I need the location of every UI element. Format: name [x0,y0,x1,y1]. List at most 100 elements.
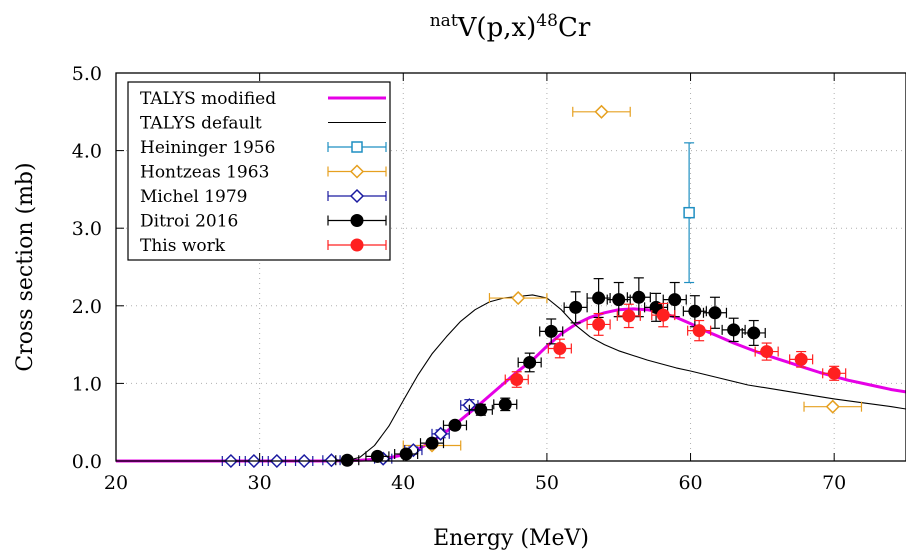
marker-circle [794,352,808,366]
marker-square [351,141,363,153]
legend-label: Hontzeas 1963 [140,163,269,183]
axis-ticks: 20 30 40 50 60 70 0.0 1.0 2.0 3.0 4.0 5.0 [72,63,846,494]
title-sup-nat: nat [430,11,458,31]
data-point [606,281,631,318]
marker-circle [544,324,558,338]
x-tick-label: 40 [391,472,415,494]
marker-diamond [825,399,840,414]
data-point [442,418,468,432]
legend-label: This work [140,236,226,256]
data-point [687,319,712,342]
marker-diamond [349,164,365,179]
data-points [221,104,863,469]
data-point [822,365,847,381]
marker-circle [692,324,706,338]
x-tick-label: 70 [822,472,846,494]
marker-circle [399,447,413,461]
legend: TALYS modified TALYS default Heininger 195… [127,81,391,261]
marker-circle [510,373,524,387]
marker-circle [474,403,488,417]
legend-label: Michel 1979 [140,187,247,207]
data-point [517,352,542,373]
marker-circle [612,293,626,307]
marker-square [683,206,695,219]
marker-circle [688,304,702,318]
series-line [116,307,906,463]
x-tick-label: 30 [248,472,272,494]
marker-diamond [433,426,448,441]
data-point [721,317,746,343]
legend-label: TALYS default [140,114,262,134]
data-point [702,296,728,329]
data-point [547,338,572,359]
x-axis-label: Energy (MeV) [433,526,589,551]
marker-circle [708,306,722,320]
marker-circle [370,449,384,463]
legend-label: Heininger 1956 [140,138,275,158]
grid [116,73,906,461]
y-tick-label: 5.0 [72,63,102,85]
data-point [539,318,564,345]
data-point [651,302,676,328]
y-tick-label: 4.0 [72,141,102,163]
x-tick-label: 60 [678,472,702,494]
title-tail: Cr [558,13,591,43]
title-base: V(p,x) [457,13,537,43]
marker-circle [592,317,606,331]
marker-circle [448,418,462,432]
y-axis-label: Cross section (mb) [13,162,38,371]
data-point [803,399,863,414]
data-point [335,453,360,467]
data-point [616,303,641,329]
data-point [419,436,445,450]
marker-circle [350,214,364,227]
title-sup-48: 48 [536,11,558,31]
data-point [431,426,450,441]
marker-circle [656,308,670,322]
series-line [116,294,906,462]
y-tick-label: 2.0 [72,296,102,318]
marker-diamond [511,290,526,306]
y-tick-label: 0.0 [72,451,102,473]
marker-circle [668,293,682,307]
data-point [586,278,611,319]
data-point [563,291,588,324]
legend-label: Ditroi 2016 [140,212,238,232]
y-tick-label: 3.0 [72,218,102,240]
y-tick-label: 1.0 [72,373,102,395]
data-point [504,371,529,388]
x-tick-label: 50 [535,472,559,494]
data-point [741,319,766,346]
data-point [488,290,548,306]
data-point [626,277,651,318]
marker-circle [827,366,841,380]
legend-label: TALYS modified [140,89,276,109]
chart-title: natV(p,x)48Cr [430,11,591,43]
marker-circle [523,355,537,369]
plot-frame [115,72,906,462]
marker-circle [632,290,646,304]
marker-circle [727,323,741,337]
x-tick-label: 20 [104,472,128,494]
marker-circle [340,453,354,467]
data-point [586,312,611,336]
marker-diamond [594,104,609,119]
data-point [682,295,707,328]
marker-circle [747,326,761,340]
data-point [662,281,687,318]
data-point [493,397,518,412]
marker-circle [350,238,364,252]
marker-circle [498,397,512,411]
data-point [468,403,493,417]
data-point [754,342,779,361]
data-point [365,449,390,463]
data-point [572,104,631,119]
marker-circle [592,291,606,305]
marker-circle [569,300,583,314]
marker-circle [553,341,567,355]
marker-circle [425,436,439,450]
data-point [683,142,695,284]
data-point [789,350,814,368]
marker-circle [622,309,636,323]
